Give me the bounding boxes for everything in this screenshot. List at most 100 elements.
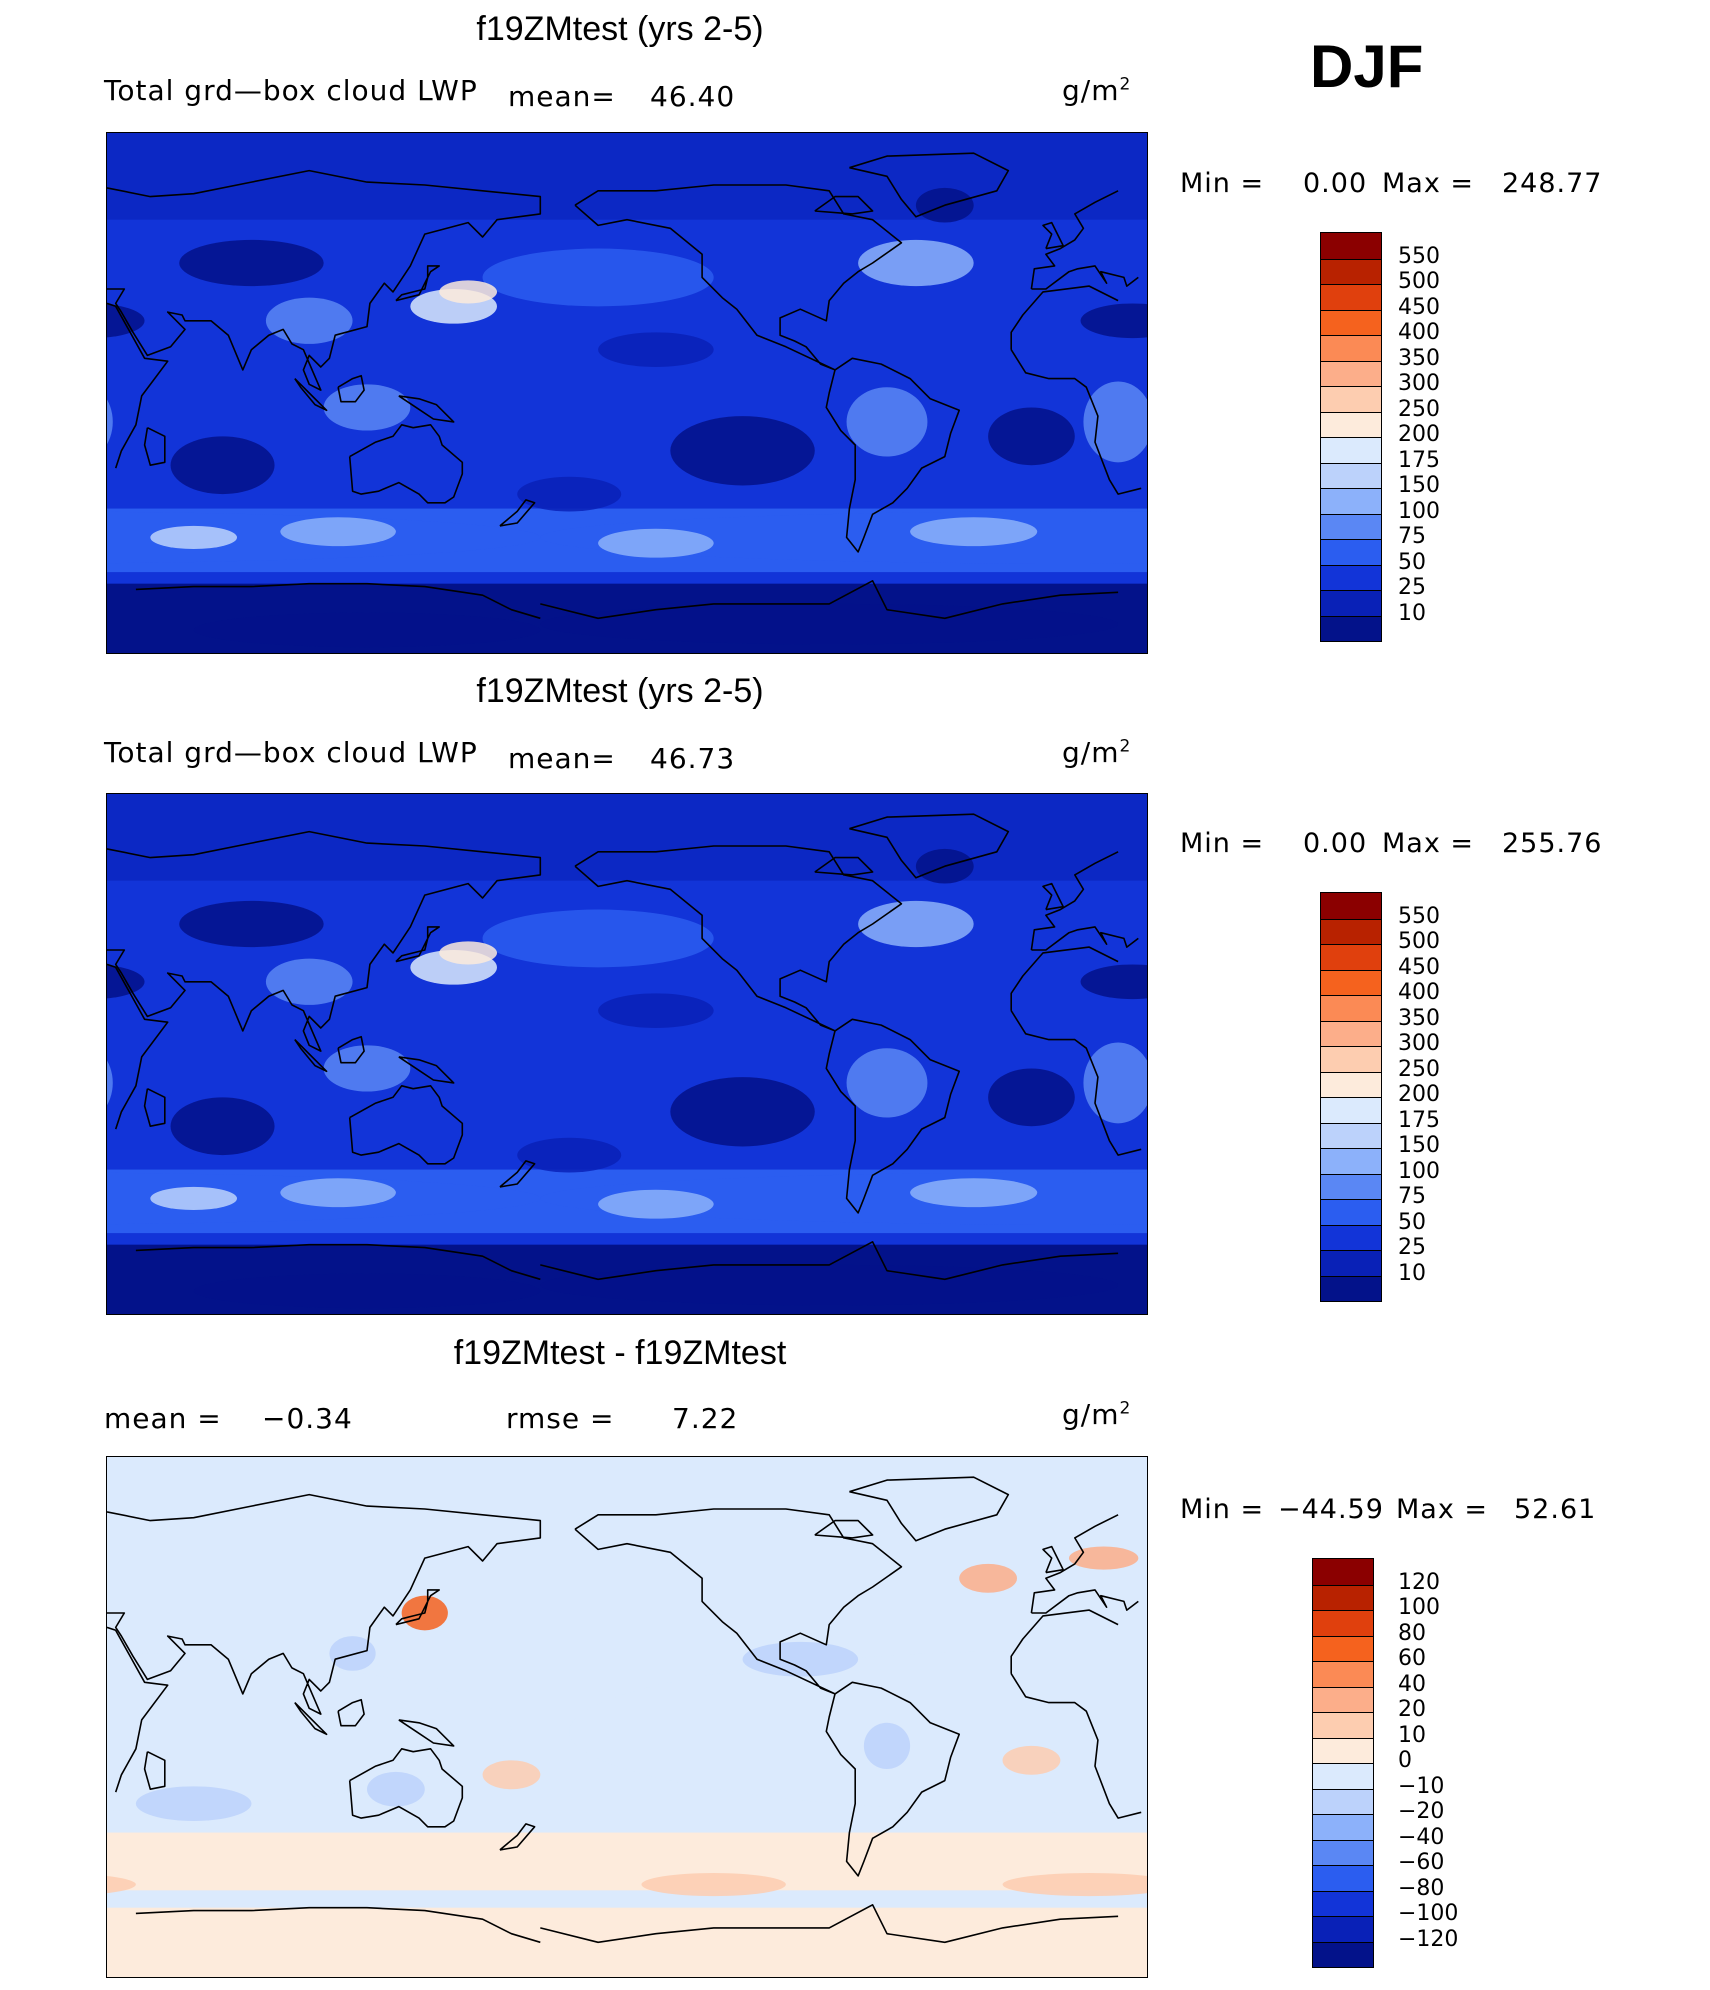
colorbar-swatch <box>1321 1071 1381 1097</box>
colorbar-swatch <box>1321 335 1381 361</box>
field-contour-region <box>598 1189 714 1219</box>
units-label: g/m2 <box>1062 1398 1131 1431</box>
field-contour-region <box>598 528 714 558</box>
field-contour-region <box>959 1563 1017 1593</box>
field-contour-region <box>863 1722 911 1769</box>
colorbar-swatch <box>1313 1635 1373 1661</box>
colorbar <box>1320 892 1382 1302</box>
colorbar-swatch <box>1321 539 1381 565</box>
colorbar-tick-label: −120 <box>1398 1926 1459 1952</box>
colorbar-tick-label: −60 <box>1398 1850 1445 1875</box>
colorbar <box>1320 232 1382 642</box>
mean-value: 46.73 <box>650 742 736 775</box>
field-contour-region <box>988 407 1075 466</box>
min-label: Min = <box>1180 1494 1265 1525</box>
variable-label: Total grd—box cloud LWP <box>104 74 478 107</box>
coastline <box>294 1039 328 1073</box>
field-contour-region <box>641 1873 786 1897</box>
field-contour-region <box>265 958 353 1005</box>
max-value: 248.77 <box>1502 168 1603 199</box>
field-contour-region <box>540 603 1119 645</box>
coastline <box>107 1493 1139 1715</box>
coastline <box>814 1519 874 1539</box>
colorbar-tick-label: 100 <box>1398 498 1440 524</box>
field-contour-region <box>107 1875 136 1894</box>
field-contour-region <box>858 239 974 287</box>
field-contour-region <box>329 1636 376 1671</box>
colorbar-tick-label: 100 <box>1398 1158 1440 1184</box>
colorbar-swatch <box>1321 590 1381 616</box>
field-contour-region <box>910 1178 1038 1208</box>
colorbar-tick-label: −80 <box>1398 1875 1445 1901</box>
colorbar-swatch <box>1321 233 1381 259</box>
colorbar-tick-label: 350 <box>1398 345 1440 371</box>
coastline <box>107 1609 1142 1819</box>
colorbar-swatch <box>1313 1865 1373 1891</box>
colorbar-tick-label: 550 <box>1398 243 1440 269</box>
max-label: Max = <box>1396 1494 1489 1525</box>
colorbar-tick-label: 500 <box>1398 929 1440 954</box>
colorbar-tick-label: 500 <box>1398 269 1440 294</box>
colorbar-swatch <box>1321 1173 1381 1199</box>
field-contour-region <box>482 248 714 307</box>
colorbar-tick-label: 20 <box>1398 1697 1426 1722</box>
units-exponent: 2 <box>1119 74 1132 95</box>
coastline <box>849 1476 1010 1542</box>
panel-2: f19ZMtest (yrs 2-5) Total grd—box cloud … <box>0 660 1710 1320</box>
coastline <box>143 426 166 466</box>
colorbar-swatch <box>1321 564 1381 590</box>
units-text: g/m <box>1062 74 1120 107</box>
colorbar-tick-label: 10 <box>1398 1722 1426 1748</box>
min-label: Min = <box>1180 168 1265 199</box>
field-contour-region <box>367 1771 425 1807</box>
panel-1: f19ZMtest (yrs 2-5) Total grd—box cloud … <box>0 0 1710 660</box>
coastline <box>814 856 874 876</box>
field-contour-region <box>323 384 411 431</box>
colorbar-swatch <box>1321 386 1381 412</box>
coastline <box>135 580 1119 620</box>
coastline <box>348 1085 464 1165</box>
colorbar-swatch <box>1321 893 1381 919</box>
field-contour-region <box>150 1186 237 1210</box>
field-contour-region <box>280 1178 396 1208</box>
field-contour-region <box>439 941 497 965</box>
colorbar-tick-label: 75 <box>1398 524 1426 549</box>
coastline <box>1042 1545 1064 1574</box>
field-contour-region <box>170 1097 275 1156</box>
colorbar-tick-label: 50 <box>1398 549 1426 575</box>
colorbar-swatch <box>1313 1916 1373 1942</box>
max-label: Max = <box>1382 828 1475 859</box>
coastline <box>825 1681 960 1877</box>
colorbar-tick-label: 40 <box>1398 1671 1426 1697</box>
colorbar-swatch <box>1321 1020 1381 1046</box>
coastline <box>294 1702 328 1736</box>
mean-label: mean = <box>104 1402 222 1435</box>
colorbar-swatch <box>1313 1814 1373 1840</box>
field-contour-region <box>1069 1546 1139 1570</box>
coastline <box>348 424 464 504</box>
colorbar-tick-label: −100 <box>1398 1901 1459 1926</box>
coastline <box>825 357 960 553</box>
colorbar-tick-label: 25 <box>1398 575 1426 600</box>
field-contour-region <box>910 517 1038 547</box>
coastline <box>499 1823 536 1851</box>
colorbar-swatch <box>1321 1097 1381 1123</box>
mean-label: mean= <box>508 80 616 113</box>
units-text: g/m <box>1062 1398 1120 1431</box>
coastline <box>337 1035 365 1064</box>
colorbar-tick-label: −10 <box>1398 1773 1445 1799</box>
coastline <box>337 1698 365 1727</box>
map-plot <box>106 793 1148 1315</box>
colorbar-tick-label: 200 <box>1398 1082 1440 1107</box>
colorbar-swatch <box>1313 1839 1373 1865</box>
coastline <box>825 1018 960 1214</box>
min-label: Min = <box>1180 828 1265 859</box>
colorbar-swatch <box>1313 1661 1373 1687</box>
field-contour-region <box>179 239 324 287</box>
colorbar-swatch <box>1313 1941 1373 1967</box>
colorbar-swatch <box>1321 258 1381 284</box>
colorbar-swatch <box>1321 284 1381 310</box>
coastline <box>107 946 1142 1156</box>
coastline <box>395 926 440 963</box>
colorbar-tick-label: 60 <box>1398 1646 1426 1671</box>
